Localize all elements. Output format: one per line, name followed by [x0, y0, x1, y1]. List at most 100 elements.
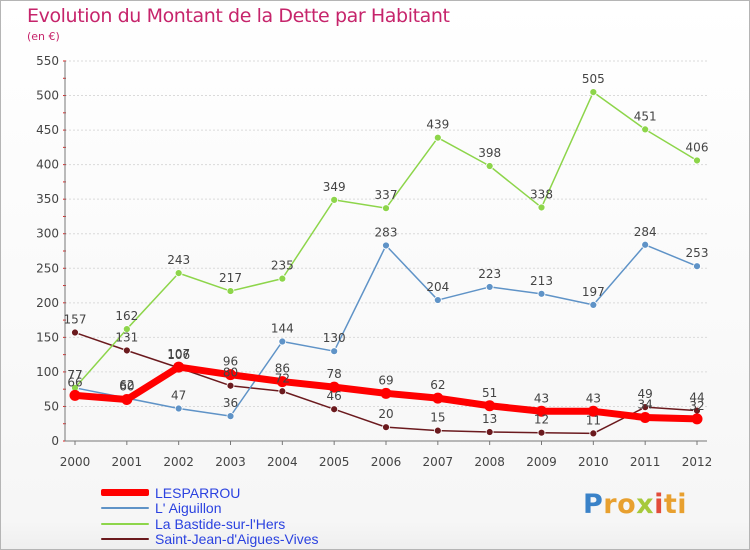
- data-label: 80: [223, 366, 238, 380]
- data-point: [641, 240, 650, 249]
- data-label: 69: [378, 373, 393, 387]
- data-label: 223: [478, 267, 501, 281]
- y-tick-label: 300: [36, 227, 59, 241]
- data-point: [122, 346, 131, 355]
- y-tick-label: 200: [36, 296, 59, 310]
- y-tick-label: 400: [36, 158, 59, 172]
- data-label: 66: [67, 375, 82, 389]
- data-label: 47: [171, 389, 186, 403]
- proxiti-logo: Proxiti: [583, 489, 688, 520]
- data-point: [589, 300, 598, 309]
- data-point: [639, 412, 651, 424]
- data-point: [71, 328, 79, 337]
- data-label: 78: [327, 367, 342, 381]
- data-label: 451: [634, 109, 657, 123]
- data-label: 106: [167, 348, 190, 362]
- data-label: 34: [638, 398, 653, 412]
- data-label: 46: [327, 389, 342, 403]
- data-point: [121, 394, 133, 406]
- data-label: 284: [634, 225, 657, 239]
- data-label: 36: [223, 396, 238, 410]
- data-point: [226, 412, 235, 421]
- data-label: 197: [582, 285, 605, 299]
- legend-label: L' Aiguillon: [155, 500, 222, 517]
- data-label: 439: [426, 118, 449, 132]
- data-point: [69, 389, 81, 401]
- chart-title: Evolution du Montant de la Dette par Hab…: [27, 5, 450, 27]
- data-label: 157: [64, 313, 87, 327]
- data-point: [693, 262, 701, 271]
- data-point: [536, 405, 547, 417]
- data-point: [691, 413, 703, 425]
- data-point: [382, 241, 390, 250]
- data-label: 62: [430, 378, 445, 392]
- data-label: 62: [119, 378, 134, 392]
- data-point: [589, 429, 598, 438]
- data-label: 20: [378, 407, 393, 421]
- data-point: [485, 428, 494, 436]
- data-label: 253: [686, 246, 709, 260]
- data-point: [174, 269, 183, 278]
- data-point: [276, 376, 288, 388]
- y-tick-label: 0: [51, 434, 59, 448]
- legend-item: Saint-Jean-d'Aigues-Vives: [101, 531, 319, 548]
- x-tick-label: 2000: [60, 455, 91, 469]
- data-label: 338: [530, 187, 553, 201]
- data-point: [173, 361, 185, 373]
- data-label: 213: [530, 274, 553, 288]
- x-tick-label: 2002: [163, 455, 194, 469]
- data-label: 51: [482, 386, 497, 400]
- data-label: 235: [271, 259, 294, 273]
- y-tick-label: 100: [36, 365, 59, 379]
- y-tick-label: 450: [36, 123, 59, 137]
- data-label: 107: [167, 347, 190, 361]
- data-label: 217: [219, 271, 242, 285]
- data-point: [641, 125, 650, 134]
- data-point: [641, 403, 650, 412]
- y-tick-label: 50: [44, 399, 59, 413]
- data-label: 204: [426, 280, 449, 294]
- data-label: 505: [582, 72, 605, 86]
- data-label: 349: [323, 180, 346, 194]
- data-label: 15: [430, 411, 445, 425]
- x-tick-label: 2010: [578, 455, 609, 469]
- data-label: 72: [275, 371, 290, 385]
- data-label: 43: [534, 391, 549, 405]
- data-label: 32: [689, 399, 704, 413]
- data-point: [382, 423, 390, 432]
- data-label: 283: [375, 225, 398, 239]
- data-label: 406: [686, 140, 709, 154]
- data-point: [433, 426, 442, 435]
- data-label: 130: [323, 331, 346, 345]
- legend-label: Saint-Jean-d'Aigues-Vives: [155, 531, 319, 548]
- data-point: [330, 347, 339, 356]
- data-label: 77: [67, 368, 82, 382]
- data-point: [380, 387, 392, 399]
- x-tick-label: 2008: [474, 455, 505, 469]
- legend-label: La Bastide-sur-l'Hers: [155, 515, 286, 532]
- data-point: [122, 325, 131, 333]
- data-label: 44: [689, 391, 704, 405]
- data-point: [433, 133, 442, 142]
- data-label: 144: [271, 322, 294, 336]
- data-point: [587, 405, 599, 417]
- data-point: [382, 204, 390, 213]
- data-label: 398: [478, 146, 501, 160]
- x-tick-label: 2003: [215, 455, 246, 469]
- data-point: [484, 400, 496, 412]
- x-tick-label: 2012: [682, 455, 713, 469]
- data-point: [174, 404, 183, 413]
- data-point: [537, 428, 546, 437]
- data-label: 96: [223, 355, 238, 369]
- data-label: 13: [482, 412, 497, 426]
- data-point: [278, 337, 287, 346]
- data-point: [589, 88, 598, 96]
- chart-legend: LESPARROU L' Aiguillon La Bastide-sur-l'He…: [101, 485, 319, 547]
- data-label: 337: [375, 188, 398, 202]
- data-label: 49: [638, 387, 653, 401]
- data-point: [432, 392, 444, 404]
- series-line: [74, 91, 698, 389]
- data-point: [537, 203, 546, 212]
